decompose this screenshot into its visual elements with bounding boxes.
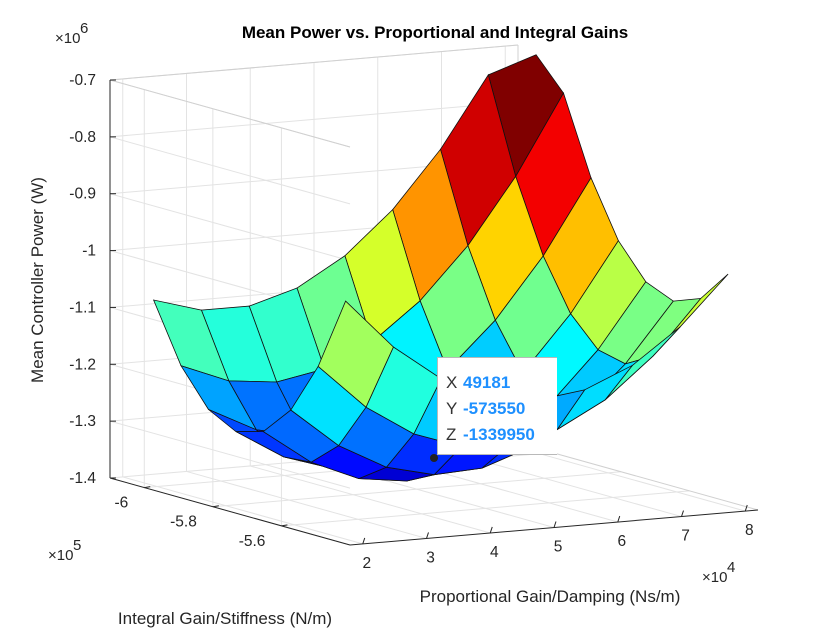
y-tick-labels: -5.6 -5.8 -6 <box>114 486 288 550</box>
datatip-x-value: 49181 <box>463 373 510 392</box>
x-axis-label: Proportional Gain/Damping (Ns/m) <box>420 587 681 606</box>
x-tick-label: 4 <box>490 544 499 561</box>
z-exponent: ×10 6 <box>55 20 88 47</box>
y-exponent: ×10 5 <box>48 537 81 564</box>
datatip-y-value: -573550 <box>463 399 525 418</box>
x-tick-label: 5 <box>554 539 563 556</box>
y-axis-label: Integral Gain/Stiffness (N/m) <box>118 609 332 628</box>
x-tick-label: 8 <box>745 522 754 539</box>
surface-patch <box>317 300 394 408</box>
z-tick-label: -1.4 <box>69 470 96 487</box>
datatip[interactable]: X 49181 Y -573550 Z -1339950 <box>437 357 557 455</box>
x-tick-label: 6 <box>617 533 626 550</box>
z-exponent-base: ×10 <box>55 30 80 47</box>
x-exponent: ×10 4 <box>702 559 735 586</box>
y-exponent-base: ×10 <box>48 547 73 564</box>
z-tick-label: -1.1 <box>69 299 96 316</box>
z-tick-label: -0.7 <box>69 72 96 89</box>
chart-title: Mean Power vs. Proportional and Integral… <box>242 23 628 42</box>
z-tick-label: -1.3 <box>69 413 96 430</box>
x-exponent-power: 4 <box>727 559 735 576</box>
y-axis-line <box>109 477 351 546</box>
z-exponent-power: 6 <box>80 20 88 37</box>
datatip-x-key: X <box>446 373 457 392</box>
z-tick-label: -1.2 <box>69 356 96 373</box>
x-tick-label: 2 <box>362 555 371 572</box>
z-tick-label: -0.9 <box>69 186 96 203</box>
x-tick-label: 7 <box>681 528 690 545</box>
x-exponent-base: ×10 <box>702 569 727 586</box>
y-tick-label: -5.6 <box>239 533 266 550</box>
z-tick-label: -0.8 <box>69 129 96 146</box>
datatip-z-value: -1339950 <box>463 425 535 444</box>
x-tick-labels: 2 3 4 5 6 7 8 <box>362 504 754 572</box>
y-exponent-power: 5 <box>73 537 81 554</box>
z-tick-label: -1 <box>82 243 96 260</box>
z-tick-labels: -0.7 -0.8 -0.9 -1 -1.1 -1.2 -1.3 -1.4 <box>69 72 116 487</box>
datatip-marker[interactable] <box>430 454 438 462</box>
y-tick-label: -5.8 <box>170 514 197 531</box>
z-axis-label: Mean Controller Power (W) <box>28 177 47 383</box>
datatip-box <box>437 357 557 455</box>
y-tick-label: -6 <box>114 495 128 512</box>
x-tick-label: 3 <box>426 549 435 566</box>
datatip-z-key: Z <box>446 425 456 444</box>
datatip-y-key: Y <box>446 399 457 418</box>
